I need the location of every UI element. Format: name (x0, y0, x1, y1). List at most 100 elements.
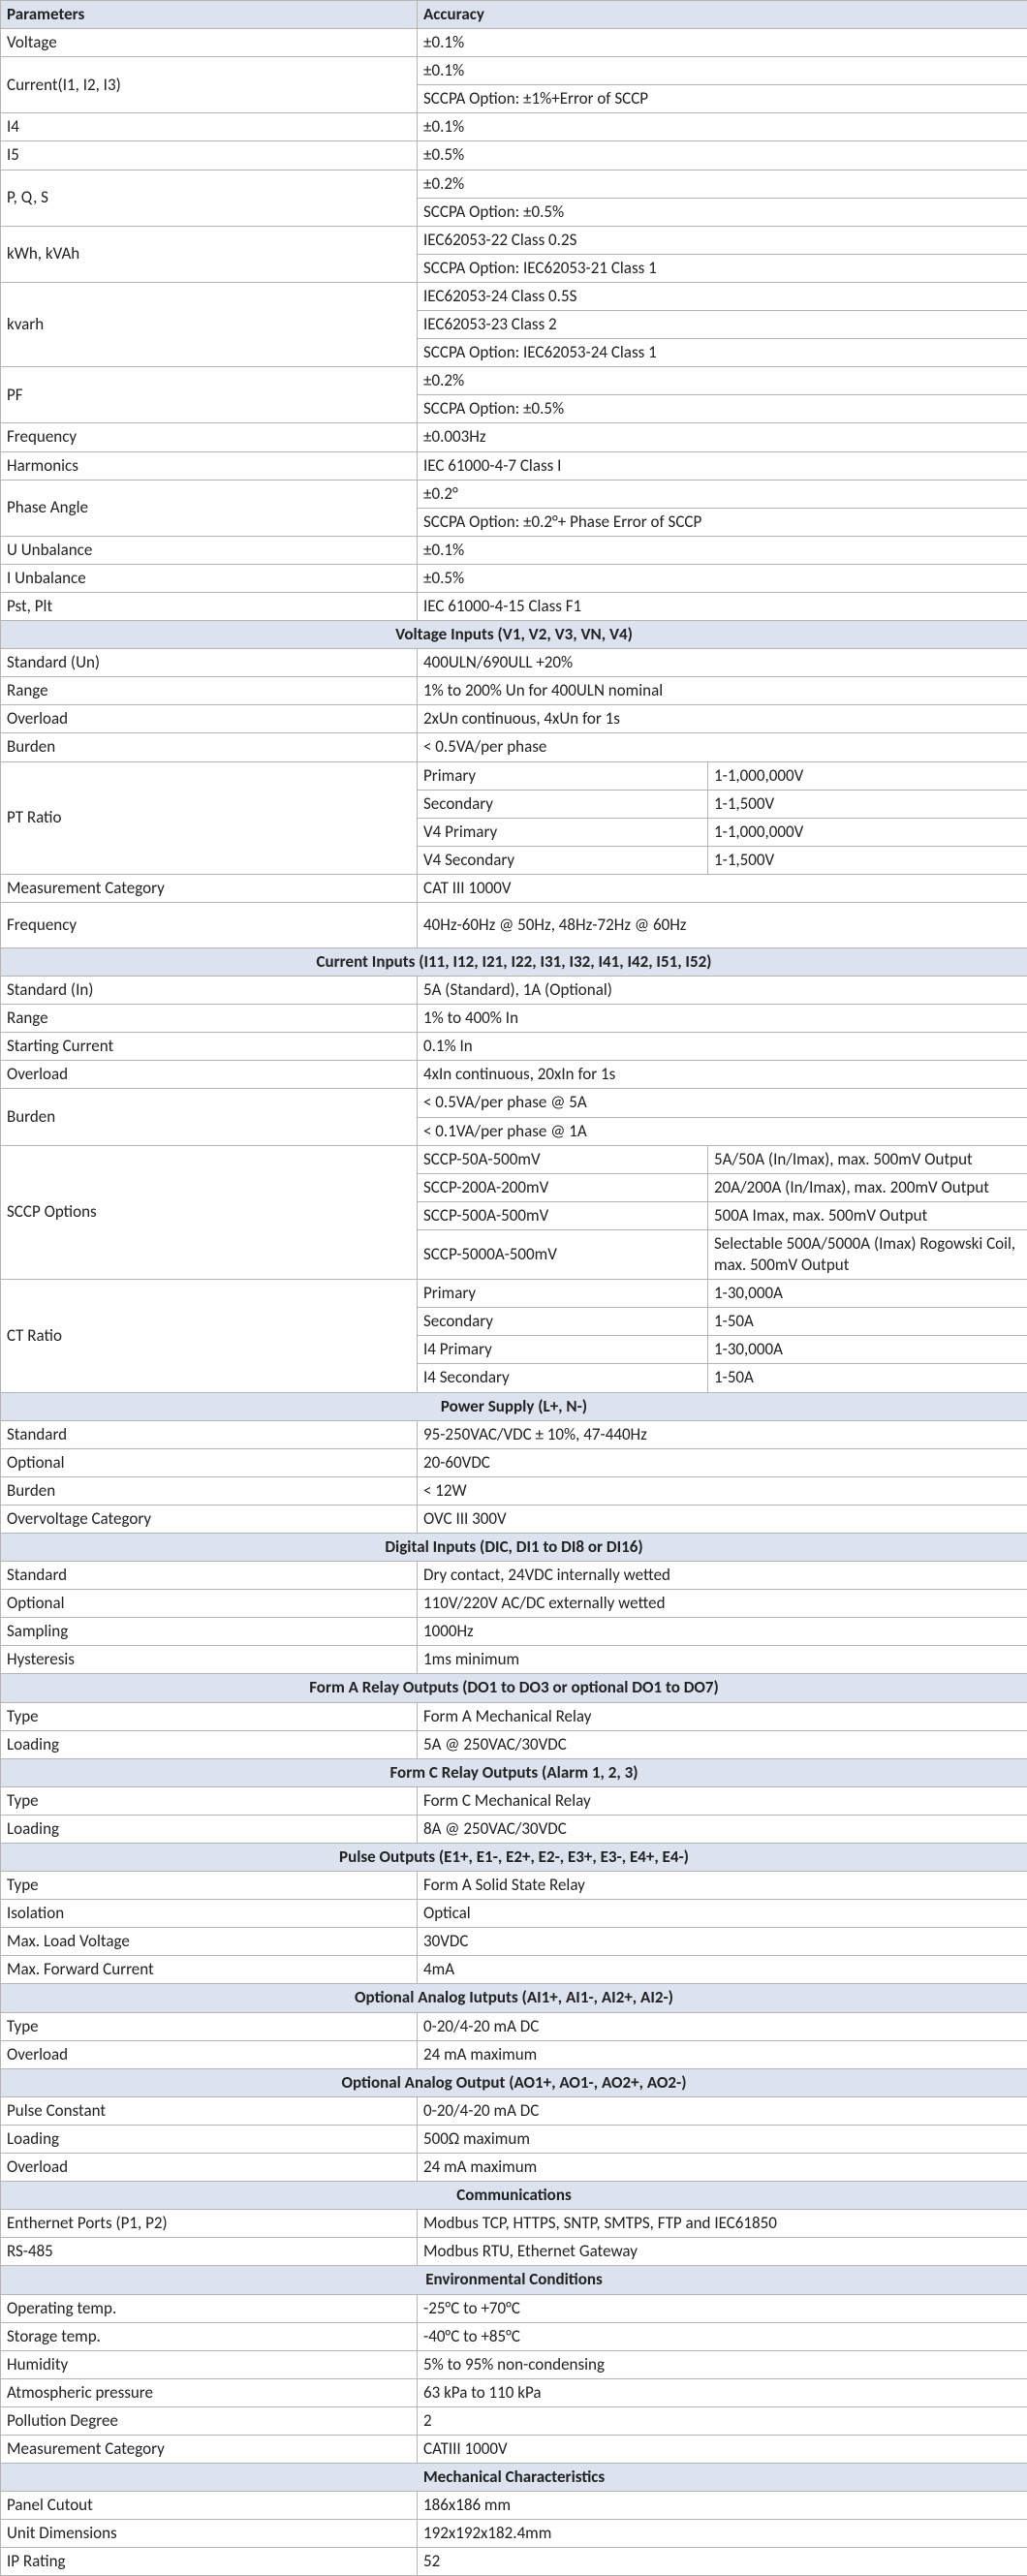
param-label: Measurement Category (1, 874, 418, 902)
param-label: Max. Forward Current (1, 1956, 418, 1984)
param-value: CATIII 1000V (418, 2435, 1027, 2463)
param-label: Harmonics (1, 451, 418, 480)
section-comms: Communications (1, 2182, 1027, 2210)
param-label: Frequency (1, 903, 418, 948)
param-value: 1% to 400% In (418, 1005, 1027, 1033)
param-label: Hysteresis (1, 1646, 418, 1674)
section-power-supply: Power Supply (L+, N-) (1, 1392, 1027, 1420)
param-value: SCCPA Option: IEC62053-24 Class 1 (418, 339, 1027, 367)
param-label: PF (1, 367, 418, 423)
param-label: PT Ratio (1, 761, 418, 874)
section-mech: Mechanical Characteristics (1, 2464, 1027, 2492)
param-label: Phase Angle (1, 480, 418, 536)
param-value: 2xUn continuous, 4xUn for 1s (418, 705, 1027, 733)
param-value: < 0.5VA/per phase @ 5A (418, 1089, 1027, 1117)
param-value: IEC 61000-4-15 Class F1 (418, 592, 1027, 620)
section-current-inputs: Current Inputs (I11, I12, I21, I22, I31,… (1, 948, 1027, 977)
param-value: < 12W (418, 1476, 1027, 1505)
param-value: ±0.5% (418, 564, 1027, 592)
param-label: U Unbalance (1, 536, 418, 564)
param-value: IEC 61000-4-7 Class I (418, 451, 1027, 480)
section-form-c: Form C Relay Outputs (Alarm 1, 2, 3) (1, 1758, 1027, 1786)
param-label: Pst, Plt (1, 592, 418, 620)
param-value: Form C Mechanical Relay (418, 1786, 1027, 1815)
param-label: Overvoltage Category (1, 1505, 418, 1533)
param-label: Standard (1, 1562, 418, 1590)
param-value: Dry contact, 24VDC internally wetted (418, 1562, 1027, 1590)
param-value: IEC62053-23 Class 2 (418, 311, 1027, 339)
param-value: ±0.1% (418, 57, 1027, 85)
section-ao: Optional Analog Output (AO1+, AO1-, AO2+… (1, 2068, 1027, 2096)
param-label: Atmospheric pressure (1, 2378, 418, 2406)
param-label: Overload (1, 1061, 418, 1089)
section-voltage-inputs: Voltage Inputs (V1, V2, V3, VN, V4) (1, 621, 1027, 649)
param-label: Standard (Un) (1, 649, 418, 677)
param-value: 30VDC (418, 1928, 1027, 1956)
param-value: ±0.2° (418, 480, 1027, 508)
subparam-key: V4 Primary (418, 818, 708, 846)
param-value: Form A Solid State Relay (418, 1872, 1027, 1900)
header-parameters: Parameters (1, 1, 418, 29)
param-label: Voltage (1, 29, 418, 57)
subparam-key: Secondary (418, 1308, 708, 1336)
subparam-key: I4 Primary (418, 1336, 708, 1364)
subparam-key: SCCP-5000A-500mV (418, 1229, 708, 1279)
param-value: 0-20/4-20 mA DC (418, 2012, 1027, 2040)
param-label: Loading (1, 2125, 418, 2153)
param-label: Type (1, 1786, 418, 1815)
param-label: Panel Cutout (1, 2492, 418, 2520)
subparam-key: Secondary (418, 790, 708, 818)
param-label: Current(I1, I2, I3) (1, 57, 418, 113)
section-form-a: Form A Relay Outputs (DO1 to DO3 or opti… (1, 1674, 1027, 1702)
param-value: 4xIn continuous, 20xIn for 1s (418, 1061, 1027, 1089)
param-label: Overload (1, 2040, 418, 2068)
param-label: Storage temp. (1, 2322, 418, 2350)
subparam-key: Primary (418, 761, 708, 790)
param-value: Modbus TCP, HTTPS, SNTP, SMTPS, FTP and … (418, 2210, 1027, 2238)
param-label: RS-485 (1, 2238, 418, 2266)
param-label: Type (1, 2012, 418, 2040)
param-value: -40°C to +85°C (418, 2322, 1027, 2350)
param-value: ±0.1% (418, 536, 1027, 564)
param-label: Range (1, 1005, 418, 1033)
param-label: Type (1, 1702, 418, 1730)
param-label: Loading (1, 1815, 418, 1843)
param-label: Overload (1, 2154, 418, 2182)
param-value: ±0.2% (418, 367, 1027, 395)
param-label: Pulse Constant (1, 2096, 418, 2125)
param-label: Max. Load Voltage (1, 1928, 418, 1956)
param-value: SCCPA Option: ±0.5% (418, 395, 1027, 423)
subparam-key: Primary (418, 1280, 708, 1308)
param-label: SCCP Options (1, 1145, 418, 1279)
subparam-key: SCCP-50A-500mV (418, 1145, 708, 1173)
param-value: 0.1% In (418, 1033, 1027, 1061)
subparam-value: 20A/200A (In/Imax), max. 200mV Output (708, 1173, 1027, 1201)
param-value: SCCPA Option: ±1%+Error of SCCP (418, 85, 1027, 113)
param-value: 1ms minimum (418, 1646, 1027, 1674)
param-value: IEC62053-22 Class 0.2S (418, 226, 1027, 254)
param-label: kWh, kVAh (1, 226, 418, 282)
param-value: ±0.003Hz (418, 423, 1027, 451)
param-value: 52 (418, 2548, 1027, 2576)
param-label: Standard (1, 1420, 418, 1448)
param-value: 500Ω maximum (418, 2125, 1027, 2153)
param-label: Burden (1, 1089, 418, 1145)
subparam-value: 1-1,500V (708, 790, 1027, 818)
param-value: 24 mA maximum (418, 2040, 1027, 2068)
subparam-value: 5A/50A (In/Imax), max. 500mV Output (708, 1145, 1027, 1173)
param-label: Measurement Category (1, 2435, 418, 2463)
param-label: Burden (1, 733, 418, 761)
param-label: Pollution Degree (1, 2406, 418, 2435)
subparam-key: SCCP-200A-200mV (418, 1173, 708, 1201)
param-value: 192x192x182.4mm (418, 2520, 1027, 2548)
param-value: 186x186 mm (418, 2492, 1027, 2520)
param-value: ±0.5% (418, 141, 1027, 170)
param-label: I5 (1, 141, 418, 170)
param-label: Frequency (1, 423, 418, 451)
param-label: P, Q, S (1, 170, 418, 226)
param-value: 63 kPa to 110 kPa (418, 2378, 1027, 2406)
param-value: 1000Hz (418, 1618, 1027, 1646)
param-value: ±0.1% (418, 113, 1027, 141)
param-value: 400ULN/690ULL +20% (418, 649, 1027, 677)
param-label: Operating temp. (1, 2294, 418, 2322)
